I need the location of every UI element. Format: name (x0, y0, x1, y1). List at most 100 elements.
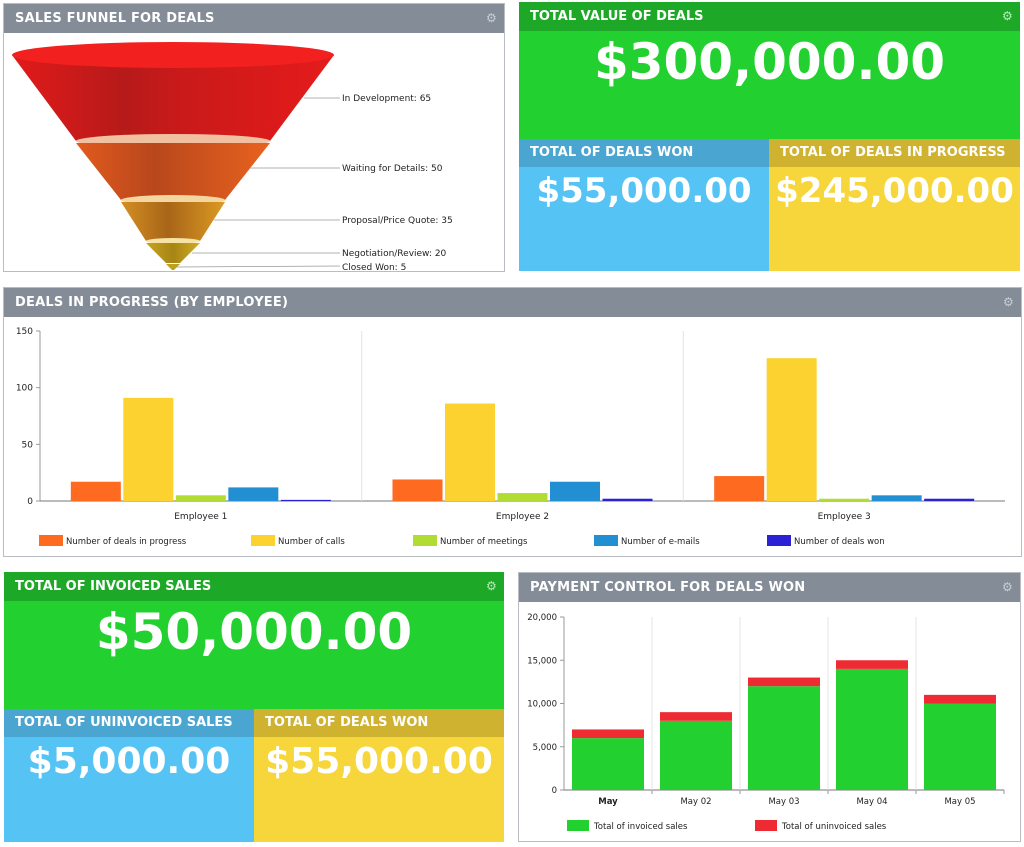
bar-5[interactable] (602, 498, 653, 501)
legend-label: Number of meetings (440, 537, 528, 547)
payment-control-title: PAYMENT CONTROL FOR DEALS WON (530, 580, 806, 595)
x-tick-label: Employee 1 (174, 512, 227, 522)
bar-1[interactable] (836, 668, 908, 790)
deals-won-title: TOTAL OF DEALS WON (530, 145, 694, 160)
gear-icon[interactable]: ⚙ (1002, 580, 1013, 594)
funnel-stage-2[interactable] (76, 143, 270, 200)
bar-1[interactable] (714, 476, 765, 501)
legend-label: Total of invoiced sales (593, 822, 688, 832)
gear-icon[interactable]: ⚙ (1002, 9, 1013, 23)
legend-swatch (251, 535, 275, 546)
total-value-title: TOTAL VALUE OF DEALS (530, 9, 704, 24)
deals-won-amount: $55,000.00 (536, 171, 752, 211)
bar-2[interactable] (123, 397, 174, 501)
y-tick-label: 100 (16, 384, 33, 394)
deals-in-progress-amount: $245,000.00 (775, 171, 1014, 211)
bar-4[interactable] (228, 487, 279, 501)
deals-won-bottom-header: TOTAL OF DEALS WON (254, 709, 504, 737)
y-tick-label: 15,000 (527, 656, 557, 666)
x-tick-label: May 05 (944, 797, 975, 807)
funnel-stage-1[interactable] (12, 55, 334, 141)
sales-funnel-title: SALES FUNNEL FOR DEALS (15, 11, 215, 26)
bar-2[interactable] (445, 403, 495, 501)
x-tick-label: May (598, 797, 618, 807)
invoiced-sales-panel: TOTAL OF INVOICED SALES ⚙ $50,000.00 (4, 572, 504, 709)
bar-1[interactable] (392, 479, 443, 501)
funnel-separator (146, 238, 200, 244)
deals-won-bottom-title: TOTAL OF DEALS WON (265, 715, 429, 730)
funnel-top-rim (12, 42, 334, 68)
sales-funnel-header: SALES FUNNEL FOR DEALS ⚙ (4, 4, 504, 33)
funnel-label-5: Closed Won: 5 (342, 263, 406, 271)
total-value-amount: $300,000.00 (593, 33, 946, 91)
x-tick-label: May 04 (856, 797, 887, 807)
deals-won-bottom-panel: TOTAL OF DEALS WON $55,000.00 (254, 709, 504, 842)
funnel-label-4: Negotiation/Review: 20 (342, 249, 447, 259)
bar-1[interactable] (924, 703, 996, 791)
bar-1[interactable] (660, 720, 732, 790)
y-tick-label: 5,000 (533, 743, 557, 753)
employees-panel: DEALS IN PROGRESS (BY EMPLOYEE) ⚙ 0 50 100… (3, 287, 1022, 557)
x-tick-label: Employee 3 (818, 512, 871, 522)
employees-title: DEALS IN PROGRESS (BY EMPLOYEE) (15, 295, 289, 310)
payment-control-header: PAYMENT CONTROL FOR DEALS WON ⚙ (519, 573, 1020, 602)
bar-1[interactable] (748, 686, 820, 790)
bar-3[interactable] (497, 493, 548, 501)
funnel-stage-5[interactable] (166, 264, 180, 270)
bar-2[interactable] (572, 729, 644, 739)
legend-label: Number of calls (278, 537, 345, 547)
funnel-stage-3[interactable] (121, 202, 225, 241)
uninvoiced-sales-header: TOTAL OF UNINVOICED SALES (4, 709, 254, 737)
x-tick-label: May 02 (680, 797, 711, 807)
legend-label: Total of uninvoiced sales (781, 822, 887, 832)
bar-2[interactable] (766, 358, 817, 501)
total-value-header: TOTAL VALUE OF DEALS ⚙ (519, 2, 1020, 31)
uninvoiced-sales-amount: $5,000.00 (27, 741, 231, 782)
employees-chart: 0 50 100 150 Employee 1 Employee 2 Employee 3 N… (16, 327, 1005, 547)
y-tick-label: 0 (552, 786, 557, 796)
deals-won-panel: TOTAL OF DEALS WON $55,000.00 (519, 139, 769, 271)
employees-header: DEALS IN PROGRESS (BY EMPLOYEE) ⚙ (4, 288, 1021, 317)
gear-icon[interactable]: ⚙ (1003, 295, 1014, 309)
invoiced-sales-header: TOTAL OF INVOICED SALES ⚙ (4, 572, 504, 601)
invoiced-sales-amount: $50,000.00 (95, 603, 413, 661)
uninvoiced-sales-title: TOTAL OF UNINVOICED SALES (15, 715, 233, 730)
y-tick-label: 150 (16, 327, 33, 337)
funnel-chart: In Development: 65 Waiting for Details: … (12, 42, 453, 271)
total-value-panel: TOTAL VALUE OF DEALS ⚙ $300,000.00 (519, 2, 1020, 139)
x-tick-label: May 03 (768, 797, 799, 807)
deals-won-header: TOTAL OF DEALS WON (519, 139, 769, 167)
gear-icon[interactable]: ⚙ (486, 579, 497, 593)
bar-2[interactable] (836, 660, 908, 669)
bar-3[interactable] (175, 495, 226, 501)
bar-5[interactable] (924, 498, 975, 501)
bar-4[interactable] (871, 495, 922, 501)
legend-label: Number of e-mails (621, 537, 700, 547)
funnel-label-3: Proposal/Price Quote: 35 (342, 216, 453, 226)
uninvoiced-sales-panel: TOTAL OF UNINVOICED SALES $5,000.00 (4, 709, 254, 842)
bar-1[interactable] (70, 481, 121, 501)
y-tick-label: 50 (22, 440, 34, 450)
funnel-label-1: In Development: 65 (342, 94, 431, 104)
bar-4[interactable] (550, 481, 600, 501)
x-tick-label: Employee 2 (496, 512, 549, 522)
bar-2[interactable] (660, 712, 732, 721)
legend-swatch (39, 535, 63, 546)
bar-5[interactable] (280, 499, 331, 501)
deals-in-progress-panel: TOTAL OF DEALS IN PROGRESS $245,000.00 (769, 139, 1020, 271)
bar-2[interactable] (924, 694, 996, 704)
invoiced-sales-title: TOTAL OF INVOICED SALES (15, 579, 212, 594)
deals-won-bottom-amount: $55,000.00 (265, 741, 493, 782)
bar-1[interactable] (572, 738, 644, 790)
funnel-label-2: Waiting for Details: 50 (342, 164, 443, 174)
legend-label: Number of deals in progress (66, 537, 187, 547)
y-tick-label: 20,000 (527, 613, 557, 623)
sales-funnel-panel: SALES FUNNEL FOR DEALS ⚙ (3, 3, 505, 272)
legend-swatch (413, 535, 437, 546)
gear-icon[interactable]: ⚙ (486, 11, 497, 25)
bar-2[interactable] (748, 677, 820, 687)
legend-swatch (755, 820, 777, 831)
bar-3[interactable] (819, 498, 870, 501)
funnel-stage-4[interactable] (146, 243, 200, 263)
deals-in-progress-header: TOTAL OF DEALS IN PROGRESS (769, 139, 1020, 167)
